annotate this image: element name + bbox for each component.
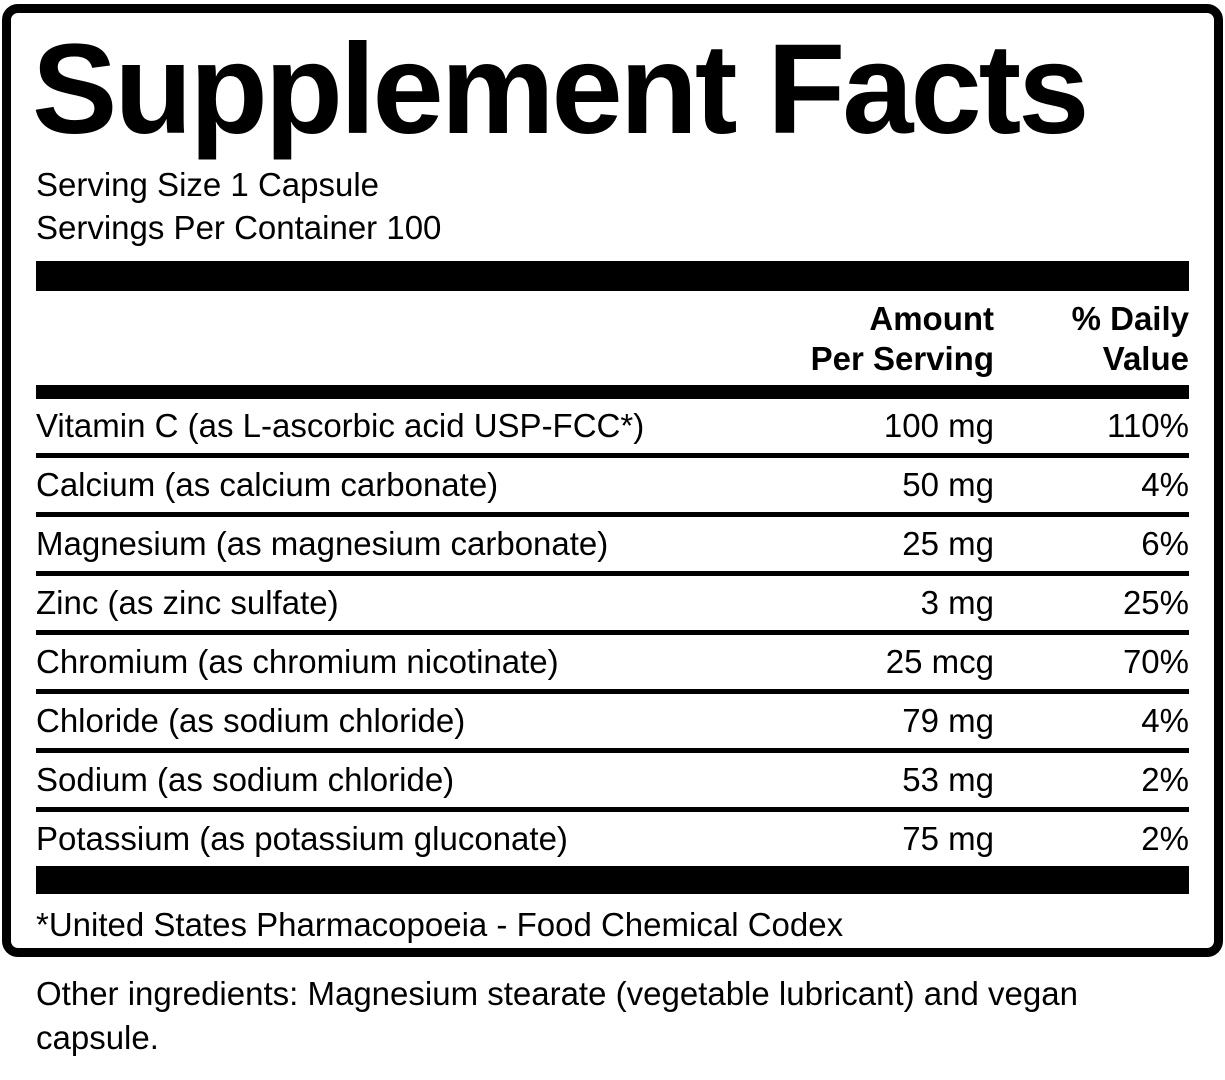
nutrient-name: Chromium (as chromium nicotinate) xyxy=(36,642,559,680)
separator-bar-top xyxy=(36,260,1189,291)
nutrient-amount: 79 mg xyxy=(902,701,994,739)
servings-per-container-text: Servings Per Container 100 xyxy=(36,208,442,246)
nutrient-name: Potassium (as potassium gluconate) xyxy=(36,819,568,857)
nutrient-name: Sodium (as sodium chloride) xyxy=(36,760,455,798)
nutrient-amount: 25 mg xyxy=(902,524,994,562)
table-row: Vitamin C (as L-ascorbic acid USP-FCC*) … xyxy=(36,399,1189,458)
serving-info: Serving Size 1 Capsule Servings Per Cont… xyxy=(36,163,1189,249)
nutrient-daily-value: 4% xyxy=(1141,465,1189,503)
nutrient-amount: 25 mcg xyxy=(885,642,994,680)
column-header-amount: Amount Per Serving xyxy=(810,299,994,377)
nutrient-amount: 50 mg xyxy=(902,465,994,503)
nutrient-daily-value: 110% xyxy=(1107,406,1189,444)
label-title: Supplement Facts xyxy=(32,18,1089,161)
nutrient-name: Calcium (as calcium carbonate) xyxy=(36,465,499,503)
other-ingredients-text: Other ingredients: Magnesium stearate (v… xyxy=(36,975,1078,1056)
nutrient-name: Vitamin C (as L-ascorbic acid USP-FCC*) xyxy=(36,406,645,444)
nutrient-amount: 53 mg xyxy=(902,760,994,798)
nutrient-daily-value: 2% xyxy=(1141,760,1189,798)
nutrient-amount: 75 mg xyxy=(902,819,994,857)
table-header-row: Amount Per Serving % Daily Value xyxy=(36,291,1189,385)
supplement-facts-panel: Supplement Facts Serving Size 1 Capsule … xyxy=(2,4,1223,957)
footnote: *United States Pharmacopoeia - Food Chem… xyxy=(36,905,844,943)
nutrient-daily-value: 4% xyxy=(1141,701,1189,739)
table-row: Calcium (as calcium carbonate) 50 mg 4% xyxy=(36,458,1189,517)
nutrient-daily-value: 6% xyxy=(1141,524,1189,562)
nutrient-table: Vitamin C (as L-ascorbic acid USP-FCC*) … xyxy=(36,399,1189,866)
nutrient-daily-value: 2% xyxy=(1141,819,1189,857)
nutrient-daily-value: 70% xyxy=(1122,642,1189,680)
serving-size-text: Serving Size 1 Capsule xyxy=(36,165,380,203)
separator-bar-bottom xyxy=(36,865,1189,894)
separator-bar-header xyxy=(36,384,1189,399)
nutrient-name: Magnesium (as magnesium carbonate) xyxy=(36,524,609,562)
nutrient-name: Chloride (as sodium chloride) xyxy=(36,701,466,739)
table-row: Potassium (as potassium gluconate) 75 mg… xyxy=(36,812,1189,866)
table-row: Chromium (as chromium nicotinate) 25 mcg… xyxy=(36,635,1189,694)
table-row: Chloride (as sodium chloride) 79 mg 4% xyxy=(36,694,1189,753)
nutrient-name: Zinc (as zinc sulfate) xyxy=(36,583,339,621)
column-header-daily-value: % Daily Value xyxy=(1071,299,1189,377)
table-row: Sodium (as sodium chloride) 53 mg 2% xyxy=(36,753,1189,812)
nutrient-amount: 100 mg xyxy=(883,406,994,444)
table-row: Zinc (as zinc sulfate) 3 mg 25% xyxy=(36,576,1189,635)
table-row: Magnesium (as magnesium carbonate) 25 mg… xyxy=(36,517,1189,576)
nutrient-daily-value: 25% xyxy=(1122,583,1189,621)
nutrient-amount: 3 mg xyxy=(920,583,994,621)
